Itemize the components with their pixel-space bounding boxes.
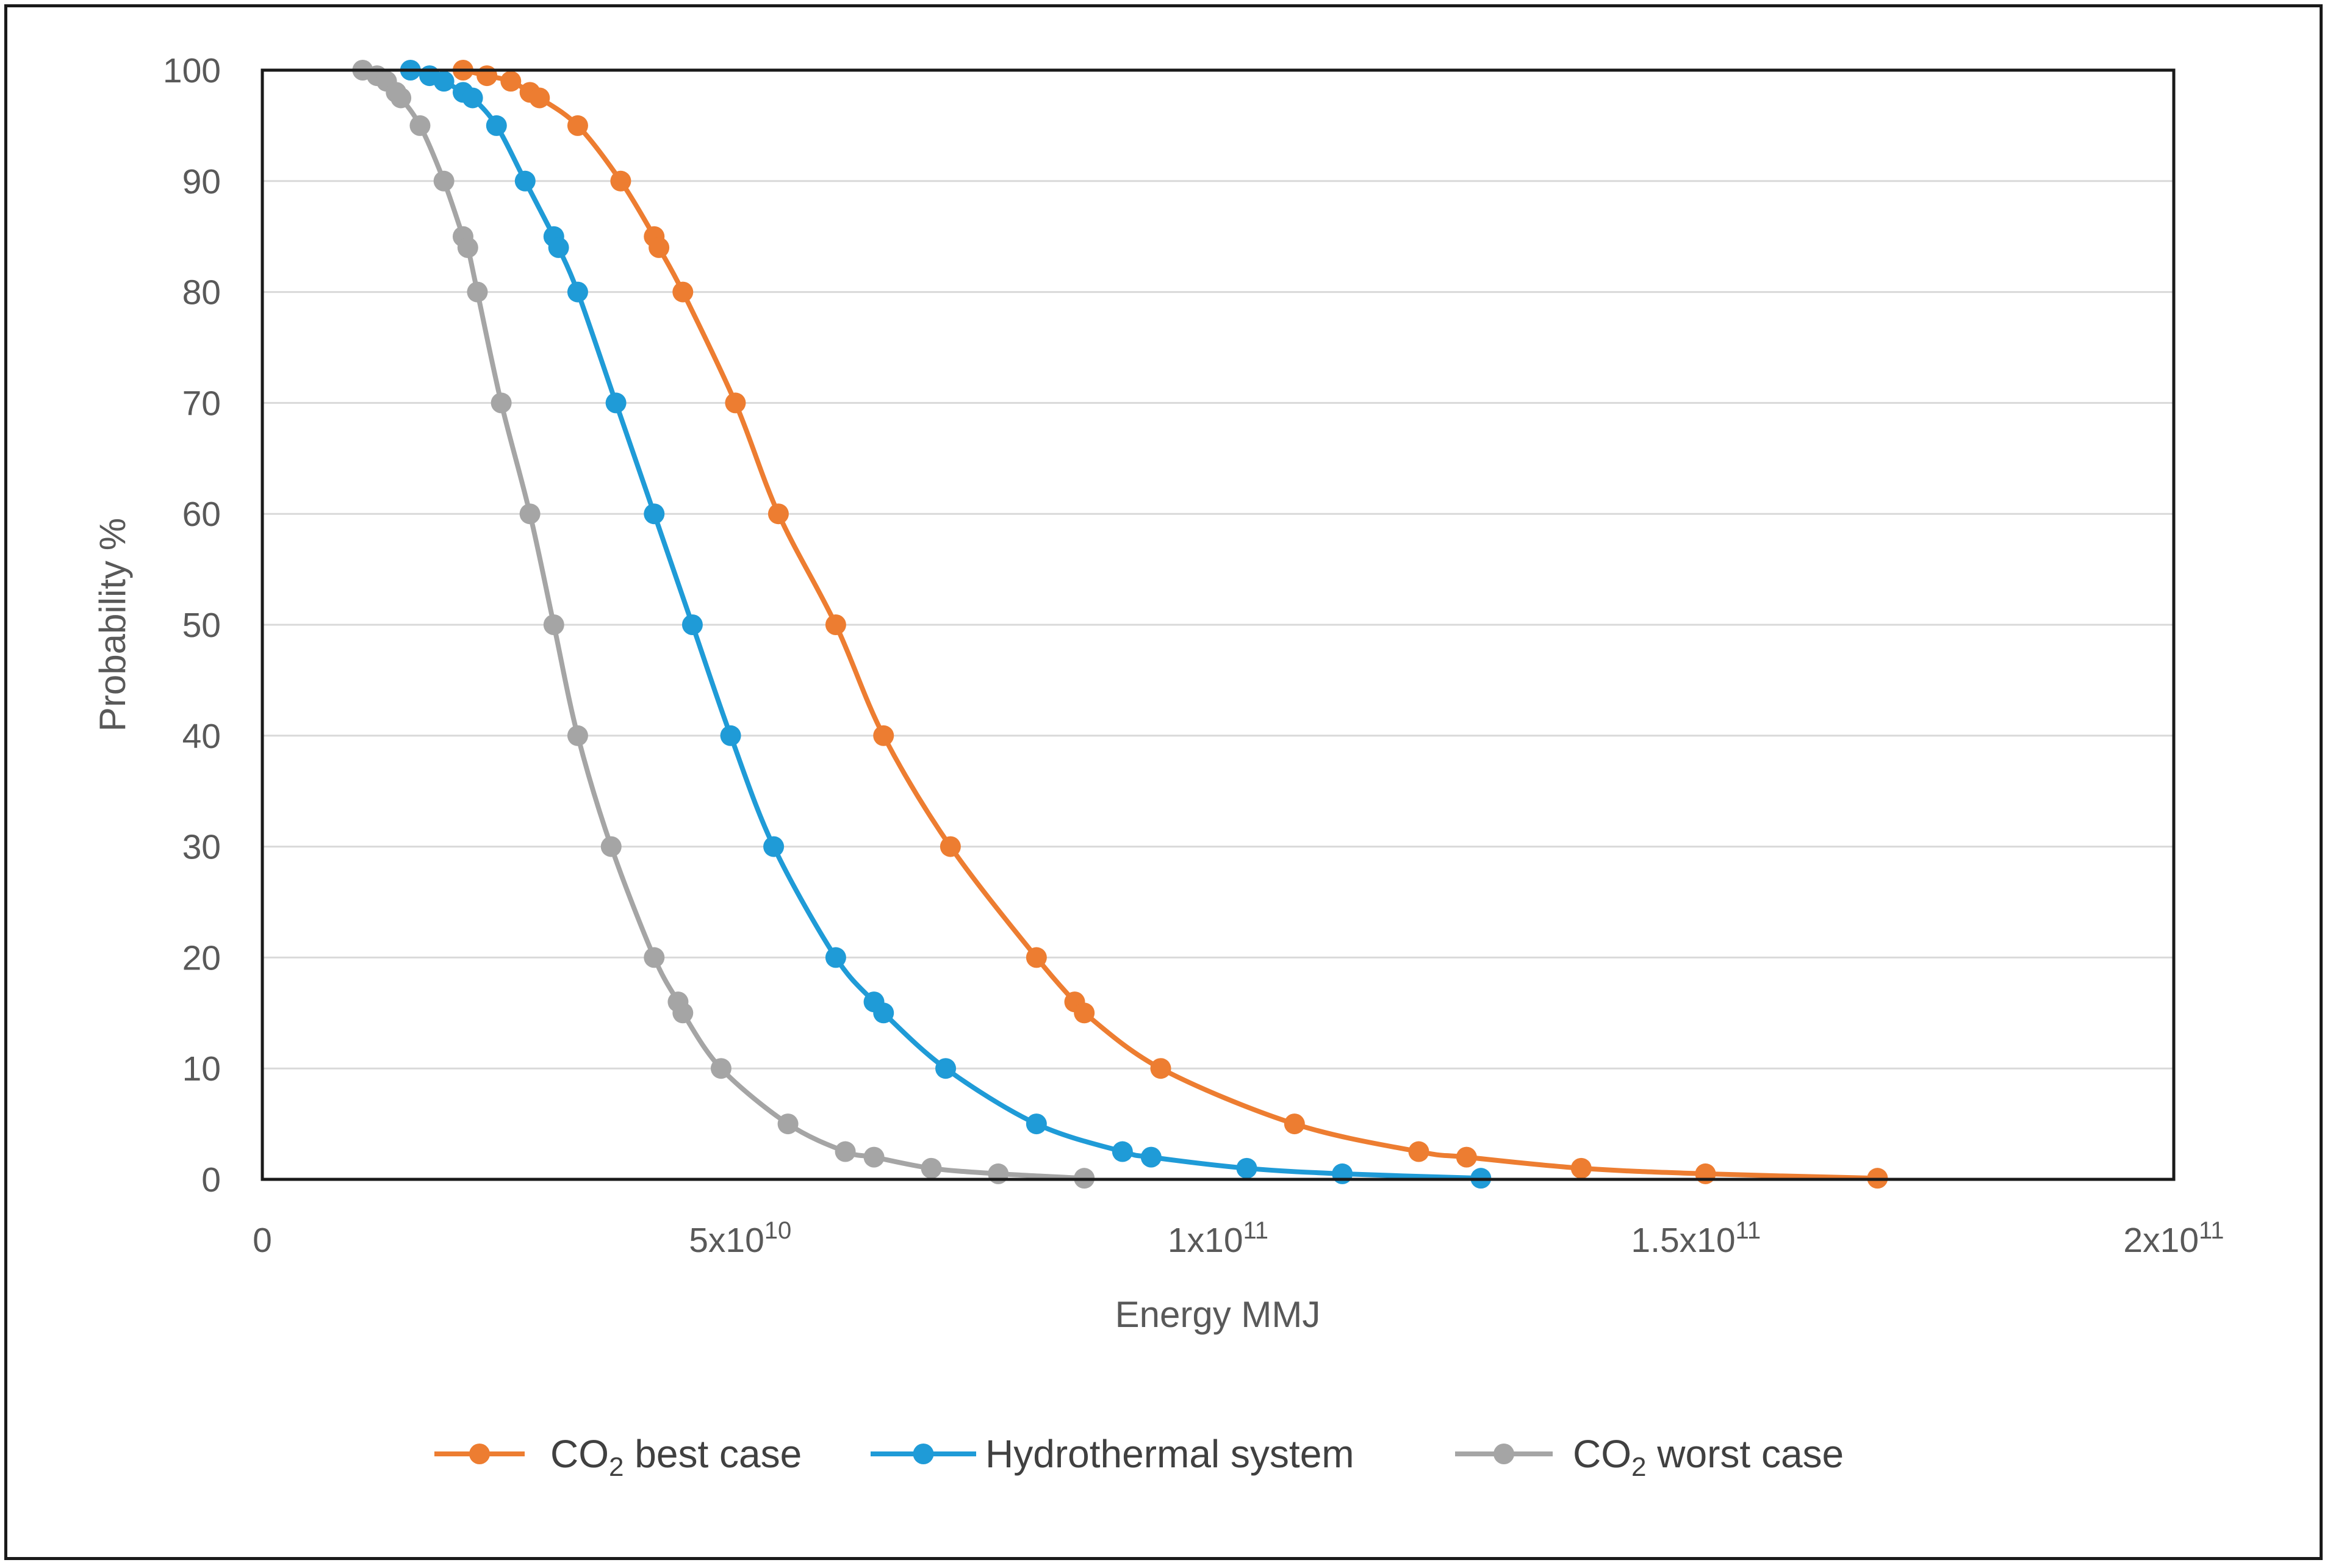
data-point bbox=[835, 1141, 856, 1162]
data-point bbox=[649, 237, 670, 258]
legend-marker bbox=[913, 1444, 934, 1464]
data-point bbox=[567, 281, 588, 303]
y-tick-label: 90 bbox=[182, 162, 221, 201]
plot-area-border bbox=[261, 68, 2176, 1181]
data-point bbox=[548, 237, 569, 258]
series-line bbox=[462, 68, 1878, 1181]
data-point bbox=[1026, 1113, 1047, 1135]
x-tick-label: 2x1011 bbox=[2123, 1217, 2224, 1260]
data-point bbox=[767, 503, 789, 525]
data-point bbox=[725, 392, 746, 414]
data-point bbox=[514, 170, 536, 192]
data-point bbox=[873, 1002, 894, 1024]
data-point bbox=[763, 836, 785, 857]
series-hydrothermal-system bbox=[400, 60, 1492, 1189]
gridlines bbox=[262, 180, 2174, 1070]
data-point bbox=[543, 614, 564, 635]
x-tick-label: 1x1011 bbox=[1168, 1217, 1268, 1260]
data-point bbox=[644, 947, 665, 968]
data-point bbox=[600, 836, 622, 857]
data-point bbox=[567, 725, 588, 746]
legend-marker bbox=[1494, 1444, 1514, 1464]
legend-label: Hydrothermal system bbox=[985, 1432, 1354, 1476]
data-point bbox=[1456, 1146, 1477, 1168]
data-point bbox=[409, 115, 431, 136]
x-axis-title: Energy MMJ bbox=[1115, 1294, 1321, 1335]
series-co2-best-case bbox=[452, 60, 1888, 1189]
data-point bbox=[935, 1058, 957, 1079]
data-point bbox=[940, 836, 961, 857]
series-layer bbox=[352, 60, 1888, 1189]
legend-item: CO2 best case bbox=[434, 1432, 802, 1482]
series-co2-worst-case bbox=[352, 60, 1095, 1189]
data-point bbox=[1074, 1002, 1095, 1024]
chart-frame bbox=[4, 4, 2323, 1560]
data-point bbox=[567, 115, 588, 136]
data-point bbox=[390, 87, 412, 109]
y-tick-label: 70 bbox=[182, 384, 221, 423]
data-point bbox=[825, 947, 846, 968]
data-point bbox=[1695, 1163, 1716, 1184]
data-point bbox=[486, 115, 507, 136]
data-point bbox=[433, 71, 455, 92]
data-point bbox=[1236, 1157, 1257, 1179]
data-point bbox=[672, 1002, 694, 1024]
data-point bbox=[710, 1058, 732, 1079]
data-point bbox=[825, 614, 846, 635]
data-point bbox=[681, 614, 703, 635]
x-tick-label: 5x1010 bbox=[689, 1217, 791, 1260]
data-point bbox=[1332, 1163, 1353, 1184]
data-point bbox=[519, 503, 541, 525]
data-point bbox=[672, 281, 694, 303]
data-point bbox=[457, 237, 478, 258]
y-tick-label: 80 bbox=[182, 273, 221, 312]
data-point bbox=[1026, 947, 1047, 968]
data-point bbox=[1150, 1058, 1171, 1079]
legend-label: CO2 worst case bbox=[1573, 1432, 1844, 1482]
legend-item: Hydrothermal system bbox=[871, 1432, 1354, 1476]
legend: CO2 best case Hydrothermal system CO2 wors… bbox=[434, 1432, 1844, 1482]
data-point bbox=[921, 1157, 942, 1179]
y-tick-label: 10 bbox=[182, 1049, 221, 1088]
data-point bbox=[500, 71, 522, 92]
x-tick-label: 0 bbox=[253, 1221, 272, 1260]
data-point bbox=[1284, 1113, 1305, 1135]
legend-label: CO2 best case bbox=[550, 1432, 802, 1482]
data-point bbox=[1112, 1141, 1133, 1162]
y-tick-label: 40 bbox=[182, 717, 221, 756]
data-point bbox=[720, 725, 741, 746]
data-point bbox=[873, 725, 894, 746]
data-point bbox=[433, 170, 455, 192]
data-point bbox=[863, 1146, 885, 1168]
y-tick-label: 0 bbox=[201, 1160, 221, 1199]
y-tick-label: 30 bbox=[182, 828, 221, 867]
data-point bbox=[476, 65, 498, 87]
legend-marker bbox=[469, 1444, 490, 1464]
y-tick-label: 20 bbox=[182, 938, 221, 977]
data-point bbox=[605, 392, 627, 414]
x-axis-ticks: 0 5x1010 1x1011 1.5x1011 2x1011 bbox=[253, 1217, 2224, 1260]
y-axis-ticks: 0 10 20 30 40 50 60 70 80 90 100 bbox=[163, 51, 221, 1199]
legend-item: CO2 worst case bbox=[1455, 1432, 1844, 1482]
data-point bbox=[467, 281, 488, 303]
data-point bbox=[988, 1163, 1009, 1184]
data-point bbox=[491, 392, 512, 414]
y-tick-label: 50 bbox=[182, 606, 221, 645]
x-tick-label: 1.5x1011 bbox=[1631, 1217, 1761, 1260]
data-point bbox=[462, 87, 483, 109]
data-point bbox=[1408, 1141, 1429, 1162]
y-tick-label: 60 bbox=[182, 495, 221, 534]
data-point bbox=[1570, 1157, 1592, 1179]
data-point bbox=[777, 1113, 799, 1135]
data-point bbox=[610, 170, 631, 192]
data-point bbox=[529, 87, 550, 109]
data-point bbox=[1140, 1146, 1162, 1168]
y-axis-title: Probability % bbox=[92, 518, 133, 732]
data-point bbox=[644, 503, 665, 525]
y-tick-label: 100 bbox=[163, 51, 221, 90]
